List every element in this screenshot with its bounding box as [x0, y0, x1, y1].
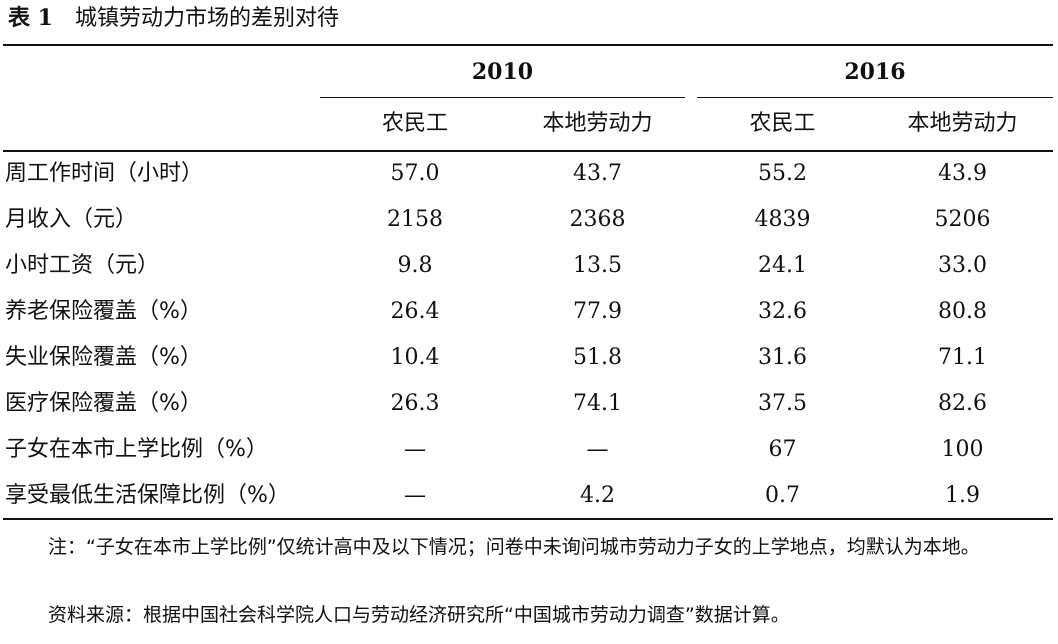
- table-cell: 9.8: [397, 253, 433, 278]
- header-rule: [3, 150, 1053, 152]
- row-label: 月收入（元）: [5, 207, 138, 232]
- row-label: 失业保险覆盖（%）: [5, 345, 202, 370]
- table-caption: 表 1 城镇劳动力市场的差别对待: [8, 4, 339, 33]
- table-number: 表 1: [8, 5, 53, 31]
- table-cell: 5206: [934, 207, 991, 232]
- table-cell: 51.8: [573, 345, 622, 370]
- table-cell: 32.6: [758, 299, 807, 324]
- table-cell: 26.3: [390, 391, 440, 416]
- column-header: 本地劳动力: [542, 111, 653, 136]
- table-cell: 2158: [387, 207, 443, 232]
- table-cell: 31.6: [758, 345, 807, 370]
- column-header: 农民工: [381, 111, 448, 136]
- table-body: 周工作时间（小时） 57.0 43.7 55.2 43.9 月收入（元） 215…: [0, 151, 1058, 519]
- row-label: 小时工资（元）: [5, 253, 160, 278]
- table-cell: 2368: [569, 207, 626, 232]
- table-row: 失业保险覆盖（%） 10.4 51.8 31.6 71.1: [0, 335, 1058, 381]
- table-note: 注：“子女在本市上学比例”仅统计高中及以下情况；问卷中未询问城市劳动力子女的上学…: [48, 536, 980, 558]
- table-cell: 80.8: [938, 299, 987, 324]
- table-row: 周工作时间（小时） 57.0 43.7 55.2 43.9: [0, 151, 1058, 197]
- row-label: 子女在本市上学比例（%）: [5, 437, 268, 462]
- table-cell: 24.1: [758, 253, 807, 278]
- table-source: 资料来源：根据中国社会科学院人口与劳动经济研究所“中国城市劳动力调查”数据计算。: [48, 604, 790, 626]
- table-cell: 57.0: [390, 161, 440, 186]
- table-row: 子女在本市上学比例（%） — — 67 100: [0, 427, 1058, 473]
- table-row: 养老保险覆盖（%） 26.4 77.9 32.6 80.8: [0, 289, 1058, 335]
- bottom-rule: [3, 518, 1053, 520]
- group-rule-2010: [320, 97, 685, 98]
- table-cell: 13.5: [573, 253, 622, 278]
- table-cell: 74.1: [573, 391, 622, 416]
- column-header: 本地劳动力: [907, 111, 1018, 136]
- group-rule-2016: [697, 97, 1053, 98]
- table-row: 享受最低生活保障比例（%） — 4.2 0.7 1.9: [0, 473, 1058, 519]
- year-header-2016: 2016: [844, 59, 906, 85]
- table-row: 医疗保险覆盖（%） 26.3 74.1 37.5 82.6: [0, 381, 1058, 427]
- table-cell: —: [404, 483, 426, 508]
- row-label: 养老保险覆盖（%）: [5, 299, 202, 324]
- table-cell: 82.6: [938, 391, 987, 416]
- table-cell: 1.9: [945, 483, 980, 508]
- table-cell: 100: [941, 437, 984, 462]
- row-label: 医疗保险覆盖（%）: [5, 391, 202, 416]
- table-cell: 55.2: [758, 161, 807, 186]
- table-cell: 4839: [754, 207, 811, 232]
- table-cell: 77.9: [573, 299, 622, 324]
- table-cell: 26.4: [390, 299, 440, 324]
- year-header-2010: 2010: [471, 59, 534, 85]
- table-cell: —: [404, 437, 426, 462]
- table-cell: 43.9: [938, 161, 987, 186]
- table-row: 月收入（元） 2158 2368 4839 5206: [0, 197, 1058, 243]
- table-cell: 43.7: [573, 161, 622, 186]
- table-cell: 0.7: [765, 483, 800, 508]
- table-cell: 37.5: [758, 391, 807, 416]
- table-title: 城镇劳动力市场的差别对待: [74, 6, 339, 31]
- table-row: 小时工资（元） 9.8 13.5 24.1 33.0: [0, 243, 1058, 289]
- table-cell: 10.4: [390, 345, 440, 370]
- table-cell: 67: [768, 437, 797, 462]
- table-cell: —: [586, 437, 609, 462]
- top-rule: [3, 44, 1053, 46]
- row-label: 享受最低生活保障比例（%）: [5, 483, 290, 508]
- table-cell: 71.1: [938, 345, 987, 370]
- table-cell: 4.2: [580, 483, 615, 508]
- row-label: 周工作时间（小时）: [5, 161, 204, 186]
- column-header: 农民工: [749, 111, 816, 136]
- table-cell: 33.0: [938, 253, 987, 278]
